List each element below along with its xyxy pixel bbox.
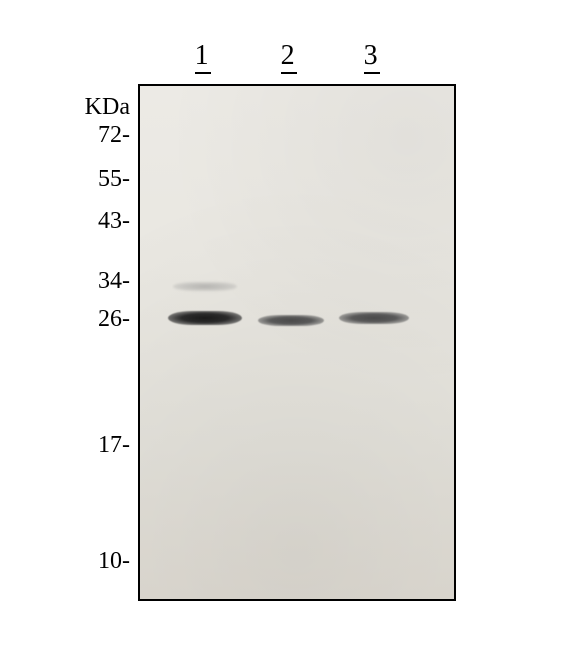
marker-label-55: 55- bbox=[98, 166, 130, 193]
lane-label-3: 3 bbox=[364, 40, 381, 74]
marker-label-43: 43- bbox=[98, 208, 130, 235]
figure-container: KDa 1 2 3 72- 55- 43- 34- 26- 17- 10- bbox=[0, 0, 568, 657]
marker-label-72: 72- bbox=[98, 122, 130, 149]
marker-label-34: 34- bbox=[98, 268, 130, 295]
marker-label-26: 26- bbox=[98, 306, 130, 333]
band-1 bbox=[168, 311, 242, 325]
lane-label-2: 2 bbox=[281, 40, 298, 74]
marker-label-17: 17- bbox=[98, 432, 130, 459]
band-4 bbox=[173, 282, 237, 291]
marker-label-10: 10- bbox=[98, 548, 130, 575]
membrane-background bbox=[140, 86, 454, 599]
blot-frame bbox=[138, 84, 456, 601]
band-2 bbox=[258, 315, 324, 326]
band-3 bbox=[339, 312, 409, 324]
axis-unit-label: KDa bbox=[85, 94, 130, 121]
lane-label-1: 1 bbox=[195, 40, 212, 74]
